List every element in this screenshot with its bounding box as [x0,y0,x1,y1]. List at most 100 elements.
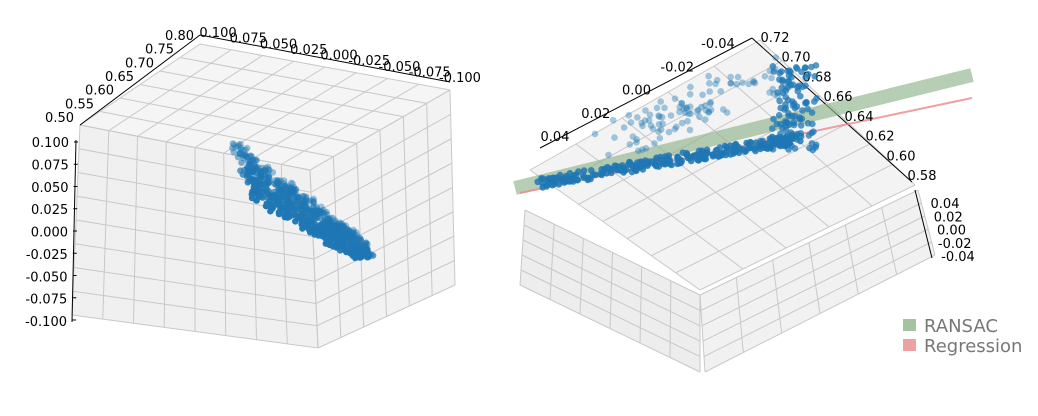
data-point [789,81,797,88]
data-point [251,156,259,164]
data-point [369,252,377,259]
data-point [550,180,558,188]
data-point [777,104,784,112]
data-point [651,140,658,147]
data-point [793,65,801,72]
data-point [682,104,690,112]
data-point [739,79,746,86]
left-y-tick-label: 0.55 [65,97,94,112]
grid-line [772,259,783,334]
left-right-pane [310,90,455,348]
data-point [684,117,691,125]
data-point [243,144,251,152]
data-point [269,169,277,176]
data-point [539,175,547,182]
legend-label-regression: Regression [924,336,1022,357]
data-point [257,170,264,177]
left-x-tick-label: 0.050 [260,37,297,52]
grid-line [199,43,451,91]
data-point [292,204,300,211]
data-point [770,90,778,97]
grid-line [73,267,317,304]
data-point [574,176,582,184]
right-z-tick-label: 0.02 [934,210,963,225]
data-point [709,153,717,160]
data-point [327,218,335,226]
data-point [750,77,757,85]
grid-line [529,39,761,171]
data-point [811,73,819,80]
data-point [686,126,694,134]
right-y-tick-label: 0.62 [866,130,895,145]
right-z-tick-label: 0.04 [931,197,960,212]
data-point [681,109,689,117]
data-point [652,157,659,164]
data-point [257,184,265,192]
data-point [609,116,617,124]
data-point [698,103,705,111]
right-x-tick-label: -0.02 [660,60,694,75]
grid-line [317,284,456,349]
data-point [658,156,665,164]
data-point [723,109,731,116]
left-x-tick-label: 0.025 [290,43,327,58]
data-point [768,140,775,147]
right-y-tick-label: 0.70 [782,51,811,66]
data-point [680,105,687,113]
grid-line [808,242,821,314]
data-point [664,154,671,162]
left-y-tick-label: 0.80 [165,29,194,44]
data-point [812,62,820,69]
data-point [629,133,637,140]
data-point [311,220,318,228]
data-point [311,209,319,217]
data-point [794,87,802,95]
legend-item-regression: Regression [903,336,1022,357]
data-point [234,143,242,150]
data-point [656,113,663,120]
data-point [797,122,805,129]
right-front-pane [520,210,700,372]
data-point [350,235,357,242]
data-point [750,144,757,152]
data-point [641,117,649,124]
data-point [659,120,666,127]
right-z-tick-label: 0.00 [937,224,966,239]
data-point [770,115,777,123]
data-point [732,147,740,154]
data-point [348,244,355,252]
grid-line [579,238,584,315]
data-point [649,125,657,132]
data-point [706,80,713,87]
left-x-tick-label: -0.025 [348,54,390,69]
data-point [713,76,721,84]
data-point [620,124,628,131]
grid-line [844,224,859,295]
data-point [683,104,691,111]
data-point [645,117,653,124]
data-point [298,220,305,228]
data-point [705,109,712,116]
data-point [687,83,694,91]
data-point [757,138,764,145]
data-point [626,141,634,148]
grid-line [704,254,936,373]
data-point [727,79,735,87]
data-point [727,151,734,158]
data-point [657,98,664,105]
data-point [656,134,664,142]
data-point [323,208,330,216]
right-y-tick-label: 0.72 [761,31,790,46]
data-point [288,179,295,187]
data-point [229,144,236,152]
data-point [289,180,296,187]
data-point [266,166,273,174]
data-point [678,99,685,107]
data-point [808,140,816,147]
data-point [637,158,644,165]
data-point [572,171,580,178]
left-y-tick-label: 0.60 [85,84,114,99]
left-x-tick-label: -0.100 [439,71,481,86]
left-z-tick-label: 0.025 [31,203,68,218]
data-point [785,112,792,120]
